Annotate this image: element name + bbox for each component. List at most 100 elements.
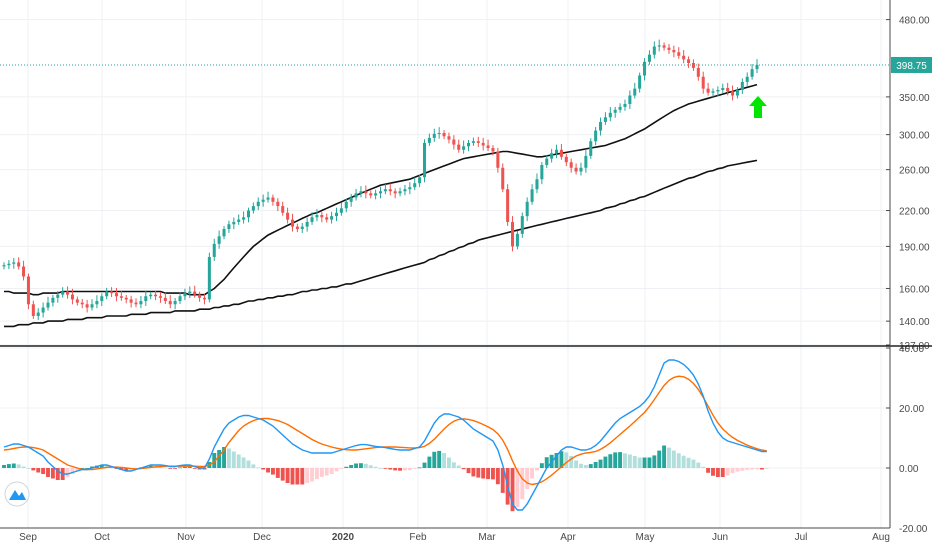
macd-histogram-bar bbox=[623, 453, 627, 468]
macd-histogram-bar bbox=[305, 468, 310, 483]
candle-body bbox=[315, 215, 319, 218]
macd-histogram-bar bbox=[500, 468, 505, 493]
macd-histogram-bar bbox=[725, 468, 730, 476]
candle-body bbox=[339, 208, 343, 213]
macd-histogram-bar bbox=[525, 468, 530, 489]
macd-histogram-bar bbox=[535, 468, 539, 471]
candle-body bbox=[100, 296, 104, 302]
candle-body bbox=[550, 153, 554, 159]
candle-body bbox=[31, 304, 35, 316]
candlestick bbox=[198, 291, 202, 302]
candlestick bbox=[647, 50, 651, 65]
candlestick bbox=[652, 41, 656, 59]
macd-histogram-bar bbox=[319, 468, 324, 477]
candle-body bbox=[603, 117, 607, 122]
candle-body bbox=[163, 297, 167, 302]
candle-body bbox=[745, 76, 749, 82]
axis-layer: 127.00140.00160.00190.00220.00260.00300.… bbox=[0, 0, 932, 543]
candlestick bbox=[471, 137, 475, 146]
candlestick bbox=[662, 42, 666, 51]
candlestick bbox=[437, 127, 441, 139]
candlestick bbox=[555, 144, 559, 159]
candle-body bbox=[486, 145, 490, 149]
candle-body bbox=[300, 226, 304, 230]
candle-body bbox=[476, 141, 480, 143]
candlestick bbox=[330, 211, 334, 224]
candlestick bbox=[657, 39, 661, 52]
macd-histogram-bar bbox=[432, 451, 437, 468]
moving-average-long-line bbox=[4, 159, 758, 328]
macd-tick-label: 40.00 bbox=[899, 344, 924, 355]
candle-body bbox=[80, 302, 84, 305]
candle-body bbox=[584, 155, 588, 168]
candlestick bbox=[418, 174, 422, 188]
candlestick bbox=[139, 295, 143, 309]
macd-histogram-bar bbox=[36, 468, 41, 473]
candle-body bbox=[7, 263, 11, 266]
candlestick bbox=[706, 82, 710, 96]
candlestick bbox=[740, 78, 744, 94]
candlestick bbox=[486, 139, 490, 151]
macd-histogram-bar bbox=[398, 468, 403, 471]
macd-histogram-bar bbox=[701, 466, 706, 468]
candlestick bbox=[26, 273, 30, 310]
candle-body bbox=[114, 293, 118, 297]
macd-histogram-bar bbox=[178, 467, 182, 469]
macd-histogram-bar bbox=[16, 464, 21, 468]
macd-histogram-bar bbox=[55, 468, 60, 480]
candle-body bbox=[667, 47, 671, 50]
macd-histogram-bar bbox=[427, 456, 432, 468]
macd-histogram-bar bbox=[261, 468, 266, 470]
candlestick bbox=[276, 198, 280, 212]
candle-body bbox=[520, 216, 524, 234]
candlestick bbox=[687, 56, 691, 68]
candle-body bbox=[657, 45, 661, 47]
candle-body bbox=[462, 146, 466, 150]
candlestick bbox=[242, 211, 246, 224]
candle-body bbox=[330, 216, 334, 220]
macd-histogram-bar bbox=[349, 465, 354, 468]
candlestick bbox=[217, 230, 221, 249]
candlestick bbox=[310, 212, 314, 225]
candlestick bbox=[608, 106, 612, 122]
candlestick bbox=[344, 198, 348, 213]
candle-body bbox=[393, 191, 397, 194]
macd-histogram-bar bbox=[46, 468, 50, 477]
candle-body bbox=[369, 193, 373, 196]
macd-histogram-bar bbox=[2, 465, 6, 468]
candle-body bbox=[66, 291, 70, 295]
candlestick bbox=[501, 163, 505, 193]
candlestick bbox=[721, 83, 725, 93]
candle-body bbox=[442, 132, 446, 137]
macd-histogram-bar bbox=[442, 453, 447, 468]
candlestick bbox=[369, 190, 373, 199]
candle-body bbox=[378, 191, 383, 194]
candlestick bbox=[158, 291, 162, 303]
candle-body bbox=[26, 276, 30, 305]
macd-histogram-bar bbox=[182, 466, 187, 468]
candlestick bbox=[256, 197, 260, 211]
candlestick bbox=[735, 87, 739, 99]
candlestick bbox=[569, 158, 573, 173]
macd-histogram-bar bbox=[270, 468, 275, 475]
candlestick bbox=[403, 184, 407, 196]
macd-line bbox=[3, 359, 767, 511]
macd-histogram-bar bbox=[290, 468, 295, 485]
macd-histogram-bar bbox=[285, 468, 290, 483]
last-price-label: 398.75 bbox=[896, 61, 927, 72]
candlestick bbox=[31, 300, 35, 319]
price-tick-label: 350.00 bbox=[899, 93, 930, 104]
macd-histogram-bar bbox=[652, 455, 657, 468]
candlestick bbox=[603, 112, 607, 125]
candlestick bbox=[545, 154, 549, 168]
candlestick bbox=[447, 132, 451, 144]
macd-histogram-bar bbox=[383, 468, 388, 469]
macd-histogram-bar bbox=[334, 468, 339, 472]
macd-histogram-bar bbox=[456, 465, 461, 468]
macd-histogram-bar bbox=[236, 454, 241, 468]
candlestick bbox=[95, 295, 99, 309]
candlestick bbox=[393, 188, 397, 199]
macd-histogram-bar bbox=[143, 466, 148, 468]
candle-body bbox=[237, 219, 241, 222]
